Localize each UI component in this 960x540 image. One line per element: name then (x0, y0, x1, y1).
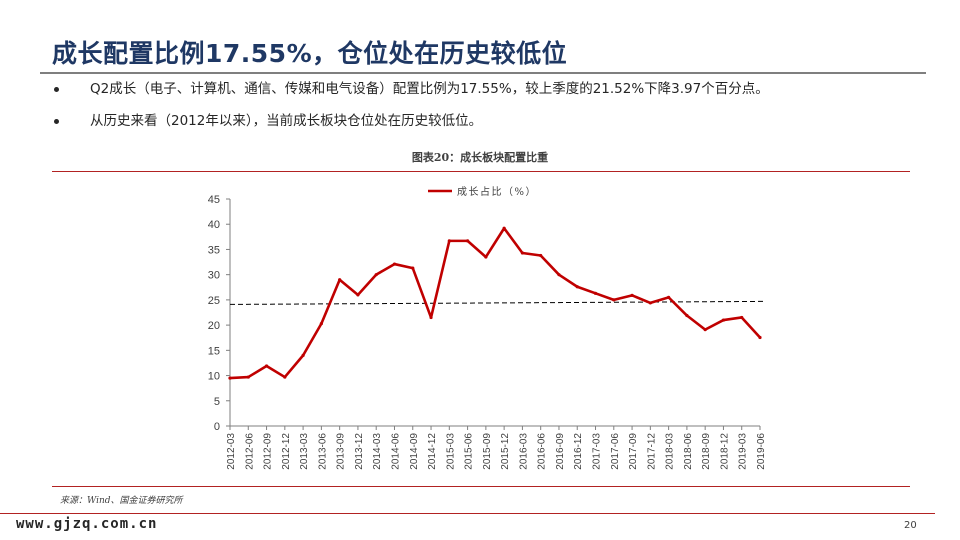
data-point (429, 315, 433, 320)
x-tick-label: 2012-06 (244, 433, 255, 470)
figure-top-rule (52, 171, 910, 172)
y-tick-label: 40 (208, 219, 220, 231)
x-tick-label: 2016-12 (573, 433, 584, 470)
data-point (630, 293, 634, 297)
data-point (356, 293, 360, 297)
series-line (228, 226, 762, 380)
x-tick-label: 2012-03 (226, 433, 237, 470)
data-point (392, 262, 397, 266)
data-point (264, 364, 269, 368)
x-tick-label: 2013-09 (336, 433, 347, 470)
title-divider (40, 72, 926, 74)
data-point (612, 298, 616, 302)
y-tick-label: 20 (208, 320, 220, 332)
legend-label: 成长占比（%） (457, 185, 537, 198)
x-tick-label: 2016-03 (518, 433, 529, 470)
x-tick-label: 2016-06 (537, 433, 548, 470)
x-tick-label: 2012-12 (281, 433, 292, 470)
data-point (575, 285, 579, 289)
y-tick-label: 15 (208, 345, 220, 357)
reference-line (229, 300, 765, 305)
x-tick-label: 2014-06 (390, 433, 401, 470)
data-point (557, 273, 561, 277)
x-tick-label: 2019-03 (738, 433, 749, 470)
data-point (465, 239, 470, 243)
x-tick-label: 2018-12 (719, 433, 730, 470)
x-tick-label: 2019-06 (756, 433, 767, 470)
bullet-list: Q2成长（电子、计算机、通信、传媒和电气设备）配置比例为17.55%，较上季度的… (52, 80, 769, 144)
figure-caption: 图表20：成长板块配置比重 (411, 151, 549, 164)
source-note: 来源：Wind、国金证券研究所 (60, 496, 183, 506)
line-chart: 0 5 10 15 20 25 30 35 40 45 2012-03 2012-06 2012-09 2… (208, 185, 767, 470)
y-tick-label: 0 (214, 421, 220, 433)
x-tick-label: 2012-09 (263, 433, 274, 470)
y-tick-label: 10 (208, 371, 220, 383)
x-tick-label: 2016-09 (555, 433, 566, 470)
bullet-dot-icon (54, 119, 59, 124)
x-tick-label: 2017-03 (592, 433, 603, 470)
page-number: 20 (904, 520, 917, 531)
x-tick-label: 2018-06 (683, 433, 694, 470)
data-point (740, 315, 744, 320)
bullet-item: Q2成长（电子、计算机、通信、传媒和电气设备）配置比例为17.55%，较上季度的… (52, 80, 769, 112)
slide-title: 成长配置比例17.55%，仓位处在历史较低位 (52, 39, 568, 68)
x-tick-label: 2017-09 (628, 433, 639, 470)
y-tick-label: 35 (208, 244, 220, 256)
data-point (228, 376, 232, 380)
x-tick-label: 2013-12 (354, 433, 365, 470)
x-tick-label: 2014-03 (372, 433, 383, 470)
data-point (411, 266, 415, 270)
y-tick-label: 30 (208, 270, 220, 282)
x-tick-label: 2015-12 (500, 433, 511, 470)
data-point (374, 273, 378, 277)
x-tick-label: 2015-09 (482, 433, 493, 470)
data-point (648, 301, 652, 305)
x-tick-label: 2013-06 (317, 433, 328, 470)
data-point (338, 278, 342, 282)
data-point (758, 335, 762, 340)
x-tick-label: 2017-06 (610, 433, 621, 470)
bullet-text: Q2成长（电子、计算机、通信、传媒和电气设备）配置比例为17.55%，较上季度的… (90, 81, 769, 97)
x-tick-label: 2017-12 (646, 433, 657, 470)
x-tick-label: 2015-06 (464, 433, 475, 470)
x-tick-label: 2018-03 (665, 433, 676, 470)
data-point (520, 251, 525, 255)
x-tick-label: 2013-03 (299, 433, 310, 470)
footer-site: www.gjzq.com.cn (16, 516, 158, 532)
data-point (502, 226, 506, 230)
data-point (283, 375, 287, 379)
data-point (685, 313, 689, 318)
data-point (593, 291, 598, 295)
y-tick-label: 5 (214, 396, 220, 408)
y-tick-label: 25 (208, 295, 220, 307)
y-tick-label: 45 (208, 194, 220, 206)
data-point (484, 255, 488, 259)
x-tick-label: 2014-09 (409, 433, 420, 470)
bullet-dot-icon (54, 87, 59, 92)
data-point (667, 295, 671, 299)
data-point (539, 253, 543, 258)
x-tick-label: 2015-03 (445, 433, 456, 470)
data-point (721, 318, 726, 322)
data-point (301, 353, 305, 357)
figure-bottom-rule (52, 486, 910, 487)
bullet-text: 从历史来看（2012年以来），当前成长板块仓位处在历史较低位。 (90, 113, 483, 129)
x-tick-label: 2018-09 (701, 433, 712, 470)
data-point (703, 328, 707, 332)
bullet-item: 从历史来看（2012年以来），当前成长板块仓位处在历史较低位。 (52, 112, 769, 144)
footer-rule (0, 513, 935, 514)
data-point (447, 239, 451, 243)
data-point (319, 321, 323, 326)
data-point (246, 375, 250, 379)
x-tick-label: 2014-12 (427, 433, 438, 470)
